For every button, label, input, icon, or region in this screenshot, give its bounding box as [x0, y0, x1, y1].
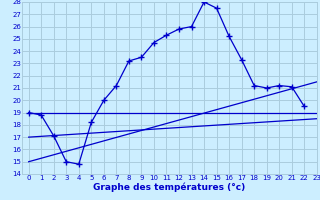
X-axis label: Graphe des températures (°c): Graphe des températures (°c)	[93, 183, 246, 192]
